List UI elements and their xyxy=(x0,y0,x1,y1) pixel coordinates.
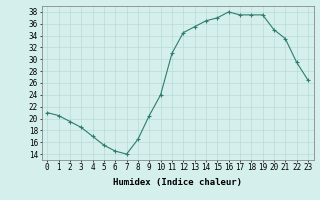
X-axis label: Humidex (Indice chaleur): Humidex (Indice chaleur) xyxy=(113,178,242,187)
